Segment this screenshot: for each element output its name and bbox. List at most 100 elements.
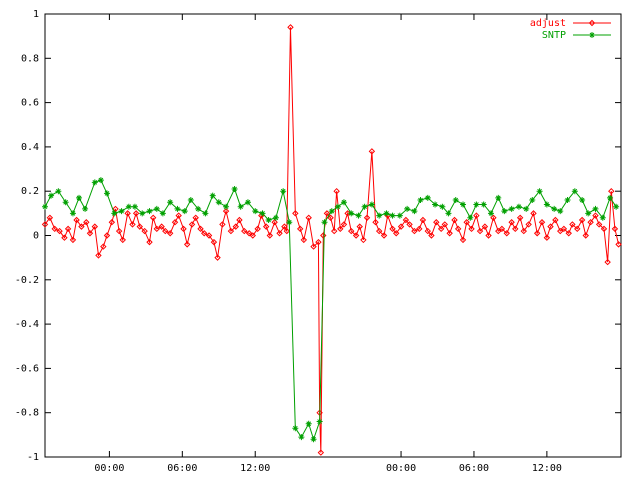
- point: [361, 203, 368, 210]
- point: [78, 223, 85, 230]
- point: [280, 188, 287, 195]
- point: [520, 227, 527, 235]
- point: [516, 214, 524, 221]
- point: [340, 199, 347, 206]
- point: [300, 236, 308, 244]
- legend-label: adjust: [530, 18, 566, 29]
- point: [611, 225, 619, 233]
- point: [571, 188, 578, 195]
- point: [305, 214, 312, 221]
- point: [111, 210, 118, 217]
- point: [557, 208, 564, 215]
- point: [468, 225, 475, 233]
- point: [334, 203, 341, 210]
- point: [328, 208, 335, 215]
- point: [62, 199, 69, 206]
- point: [439, 203, 446, 210]
- point: [536, 188, 543, 195]
- point: [86, 230, 94, 237]
- point: [543, 201, 550, 208]
- point: [146, 238, 153, 246]
- point: [146, 208, 153, 215]
- y-tick-label: 0.2: [21, 186, 39, 197]
- point: [91, 179, 98, 186]
- point: [215, 199, 222, 206]
- point: [64, 225, 72, 233]
- point: [487, 210, 494, 217]
- point: [495, 227, 502, 235]
- point: [411, 227, 418, 235]
- x-tick-label: 06:00: [167, 463, 197, 474]
- plot-border: [44, 13, 622, 458]
- point: [149, 214, 157, 221]
- point: [214, 254, 221, 261]
- point: [565, 230, 572, 237]
- point: [100, 243, 107, 250]
- point: [529, 197, 536, 204]
- point: [305, 420, 312, 427]
- point: [321, 219, 328, 226]
- point: [490, 214, 497, 221]
- point: [310, 436, 317, 443]
- point: [433, 219, 440, 226]
- point: [162, 227, 169, 235]
- point: [503, 230, 510, 237]
- point: [363, 214, 371, 221]
- point: [396, 212, 403, 219]
- point: [76, 194, 83, 201]
- y-tick-label: 1: [33, 9, 39, 20]
- point: [46, 214, 54, 221]
- point: [446, 230, 453, 237]
- x-tick-label: 00:00: [94, 463, 124, 474]
- point: [376, 212, 383, 219]
- point: [587, 219, 594, 226]
- point: [205, 232, 213, 239]
- point: [613, 203, 620, 210]
- point: [452, 197, 459, 204]
- point: [82, 205, 89, 212]
- point: [292, 425, 299, 432]
- point: [607, 194, 614, 201]
- point: [402, 216, 410, 224]
- point: [389, 225, 396, 233]
- y-tick-label: 0.8: [21, 53, 39, 64]
- point: [232, 223, 239, 230]
- point: [538, 219, 546, 226]
- y-tick-label: -0.2: [15, 275, 39, 286]
- point: [167, 199, 174, 206]
- point: [119, 236, 126, 244]
- point: [344, 210, 351, 217]
- point: [389, 212, 396, 219]
- point: [266, 232, 274, 239]
- point: [417, 197, 424, 204]
- point: [476, 227, 484, 235]
- point: [608, 187, 615, 195]
- point: [578, 216, 586, 224]
- point: [153, 205, 160, 212]
- point: [355, 212, 362, 219]
- point: [592, 205, 599, 212]
- point: [543, 234, 551, 241]
- point: [501, 208, 508, 215]
- point: [51, 225, 58, 233]
- point: [131, 203, 138, 210]
- point: [259, 210, 266, 217]
- x-tick-label: 00:00: [386, 463, 416, 474]
- point: [459, 236, 467, 244]
- point: [103, 232, 111, 239]
- point: [125, 203, 132, 210]
- point: [317, 449, 325, 456]
- point: [315, 238, 322, 246]
- point: [69, 210, 76, 217]
- point: [244, 199, 251, 206]
- point: [281, 223, 288, 230]
- point: [283, 227, 291, 235]
- point: [187, 197, 194, 204]
- point: [508, 219, 515, 226]
- point: [252, 208, 259, 215]
- y-tick-label: 0.6: [21, 98, 39, 109]
- point: [219, 221, 226, 228]
- point: [348, 210, 355, 217]
- point: [129, 221, 136, 228]
